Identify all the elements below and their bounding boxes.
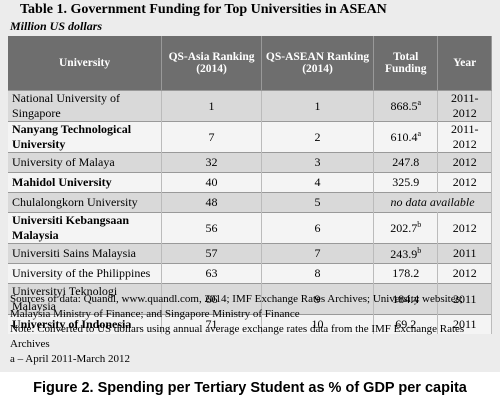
funding-cell: 178.2 <box>373 263 439 284</box>
funding-cell: 243.9b <box>373 243 439 264</box>
qs-asia-cell: 56 <box>161 212 262 244</box>
qs-asia-cell: 7 <box>161 121 262 153</box>
funding-cell: 610.4a <box>373 121 439 153</box>
university-cell: Nanyang Technological University <box>8 121 163 153</box>
year-cell: 2012 <box>437 152 492 173</box>
figure-caption: Figure 2. Spending per Tertiary Student … <box>33 380 467 396</box>
note-line: a – April 2011-March 2012 <box>10 353 130 365</box>
qs-asean-cell: 8 <box>261 263 375 284</box>
qs-asean-cell: 3 <box>261 152 375 173</box>
funding-value: 69.2 <box>395 317 417 331</box>
funding-cell: 325.9 <box>373 172 439 193</box>
year-cell: 2012 <box>437 263 492 284</box>
university-cell: Universiti Sains Malaysia <box>8 243 163 264</box>
university-cell: Chulalongkorn University <box>8 192 163 213</box>
funding-value: 178.2 <box>392 266 420 280</box>
qs-asia-cell: 63 <box>161 263 262 284</box>
table-row: University of Malaya 32 3 247.8 2012 <box>8 152 492 173</box>
column-header: QS-Asia Ranking (2014) <box>161 36 262 91</box>
funding-cell: 202.7b <box>373 212 439 244</box>
university-cell: University of Malaya <box>8 152 163 173</box>
table-row: University of Indonesia 71 10 69.2 2011 <box>8 314 492 334</box>
table-subtitle: Million US dollars <box>10 19 103 33</box>
year-cell: 2011-2012 <box>437 90 492 122</box>
year-cell: 2011 <box>437 243 492 264</box>
year-cell: 2011-2012 <box>437 121 492 153</box>
header-row: University QS-Asia Ranking (2014) QS-ASEAN… <box>8 36 492 91</box>
funding-value: 184.4 <box>392 291 420 306</box>
column-header: University <box>8 36 163 91</box>
column-header: Year <box>437 36 492 91</box>
funding-cell: 247.8 <box>373 152 439 173</box>
funding-note: a <box>417 129 422 138</box>
year-cell: 2012 <box>437 172 492 193</box>
funding-table: University QS-Asia Ranking (2014) QS-ASEAN… <box>8 36 492 334</box>
table-row: Mahidol University 40 4 325.9 2012 <box>8 172 492 193</box>
university-cell: University of Indonesia <box>8 314 163 334</box>
qs-asean-cell: 2 <box>261 121 375 153</box>
funding-value: 202.7 <box>390 221 418 235</box>
funding-cell: 868.5a <box>373 90 439 122</box>
funding-note: b <box>417 220 422 229</box>
university-cell: University of the Philippines <box>8 263 163 284</box>
qs-asia-cell: 1 <box>161 90 262 122</box>
funding-value: 610.4 <box>390 130 418 144</box>
table-row: Nanyang Technological University 7 2 610.4a… <box>8 121 492 153</box>
university-cell: Mahidol University <box>8 172 163 193</box>
funding-cell: 184.4 <box>373 283 439 315</box>
qs-asean-cell: 6 <box>261 212 375 244</box>
funding-value: 868.5 <box>390 99 418 113</box>
document: Table 1. Government Funding for Top Univ… <box>0 0 500 372</box>
table-row: Universiti Kebangsaan Malaysia 56 6 202.7b 2… <box>8 212 492 244</box>
qs-asean-cell: 10 <box>261 314 375 334</box>
table-row: University of the Philippines 63 8 178.2 201… <box>8 263 492 284</box>
column-header: QS-ASEAN Ranking (2014) <box>261 36 375 91</box>
table-body: National University of Singapore 1 1 868.5a… <box>8 90 492 334</box>
note-line: Note: Converted to US dollars using annu… <box>10 323 465 350</box>
funding-cell: 69.2 <box>373 314 439 334</box>
qs-asia-cell: 32 <box>161 152 262 173</box>
year-cell: 2011 <box>437 283 492 315</box>
funding-note: b <box>417 245 422 255</box>
university-cell: Universiti Kebangsaan Malaysia <box>8 212 163 244</box>
qs-asia-cell: 57 <box>161 243 262 264</box>
university-cell: Universityi Teknologi Malaysia <box>8 283 163 315</box>
table-row: Universityi Teknologi Malaysia 66 9 184.4 20… <box>8 283 492 315</box>
table-title: Table 1. Government Funding for Top Univ… <box>20 2 387 17</box>
qs-asean-cell: 5 <box>261 192 375 213</box>
funding-value: 325.9 <box>392 175 420 189</box>
year-cell: 2012 <box>437 212 492 244</box>
qs-asean-cell: 7 <box>261 243 375 264</box>
table-row: National University of Singapore 1 1 868.5a… <box>8 90 492 122</box>
notes: Sources of data: Quandl, www.quandl.com,… <box>10 292 490 367</box>
column-header: Total Funding <box>373 36 439 91</box>
table-row: Chulalongkorn University 48 5 no data avail… <box>8 192 492 213</box>
table-row: Universiti Sains Malaysia 57 7 243.9b 2011 <box>8 243 492 264</box>
note-line: Sources of data: Quandl, www.quandl.com,… <box>10 293 463 320</box>
qs-asia-cell: 48 <box>161 192 262 213</box>
funding-note: a <box>417 98 422 107</box>
funding-cell: no data available <box>373 192 492 213</box>
qs-asia-cell: 40 <box>161 172 262 193</box>
year-cell: 2011 <box>437 314 492 334</box>
funding-value: 247.8 <box>392 155 420 169</box>
funding-value: 243.9 <box>390 246 418 261</box>
qs-asean-cell: 4 <box>261 172 375 193</box>
qs-asean-cell: 9 <box>261 283 375 315</box>
qs-asia-cell: 66 <box>161 283 262 315</box>
qs-asean-cell: 1 <box>261 90 375 122</box>
university-cell: National University of Singapore <box>8 90 163 122</box>
qs-asia-cell: 71 <box>161 314 262 334</box>
